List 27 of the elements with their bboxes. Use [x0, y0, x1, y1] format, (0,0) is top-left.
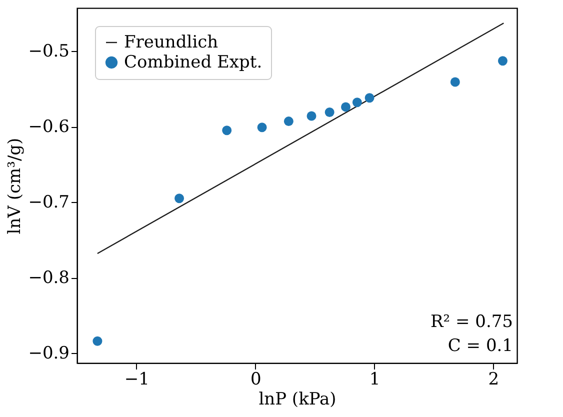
- point: [341, 102, 350, 112]
- annotation: R² = 0.75: [430, 312, 513, 332]
- point: [352, 98, 362, 108]
- point: [324, 108, 334, 117]
- point: [257, 122, 267, 132]
- point: [498, 56, 508, 66]
- x-axis-title: lnP (kPa): [258, 390, 336, 410]
- legend-label: Combined Expt.: [124, 52, 262, 72]
- point: [92, 336, 102, 346]
- y-tick-label: −0.9: [28, 344, 70, 364]
- y-tick-label: −0.5: [28, 42, 70, 62]
- point: [284, 116, 294, 126]
- point: [174, 194, 184, 204]
- y-tick-label: −0.6: [28, 117, 70, 138]
- legend-label: Freundlich: [124, 32, 218, 52]
- point: [306, 111, 316, 121]
- x-tick-label: 2: [488, 370, 500, 390]
- annotation: C = 0.1: [448, 336, 513, 356]
- y-tick-label: −0.7: [28, 192, 70, 213]
- y-axis-title: lnV (cm³/g): [5, 138, 26, 234]
- x-tick-label: 0: [250, 370, 262, 390]
- point: [450, 77, 460, 87]
- x-tick-label: −1: [124, 370, 150, 390]
- y-tick-label: −0.8: [28, 268, 70, 288]
- point: [222, 126, 232, 136]
- point: [364, 93, 374, 103]
- x-tick-label: 1: [369, 370, 380, 390]
